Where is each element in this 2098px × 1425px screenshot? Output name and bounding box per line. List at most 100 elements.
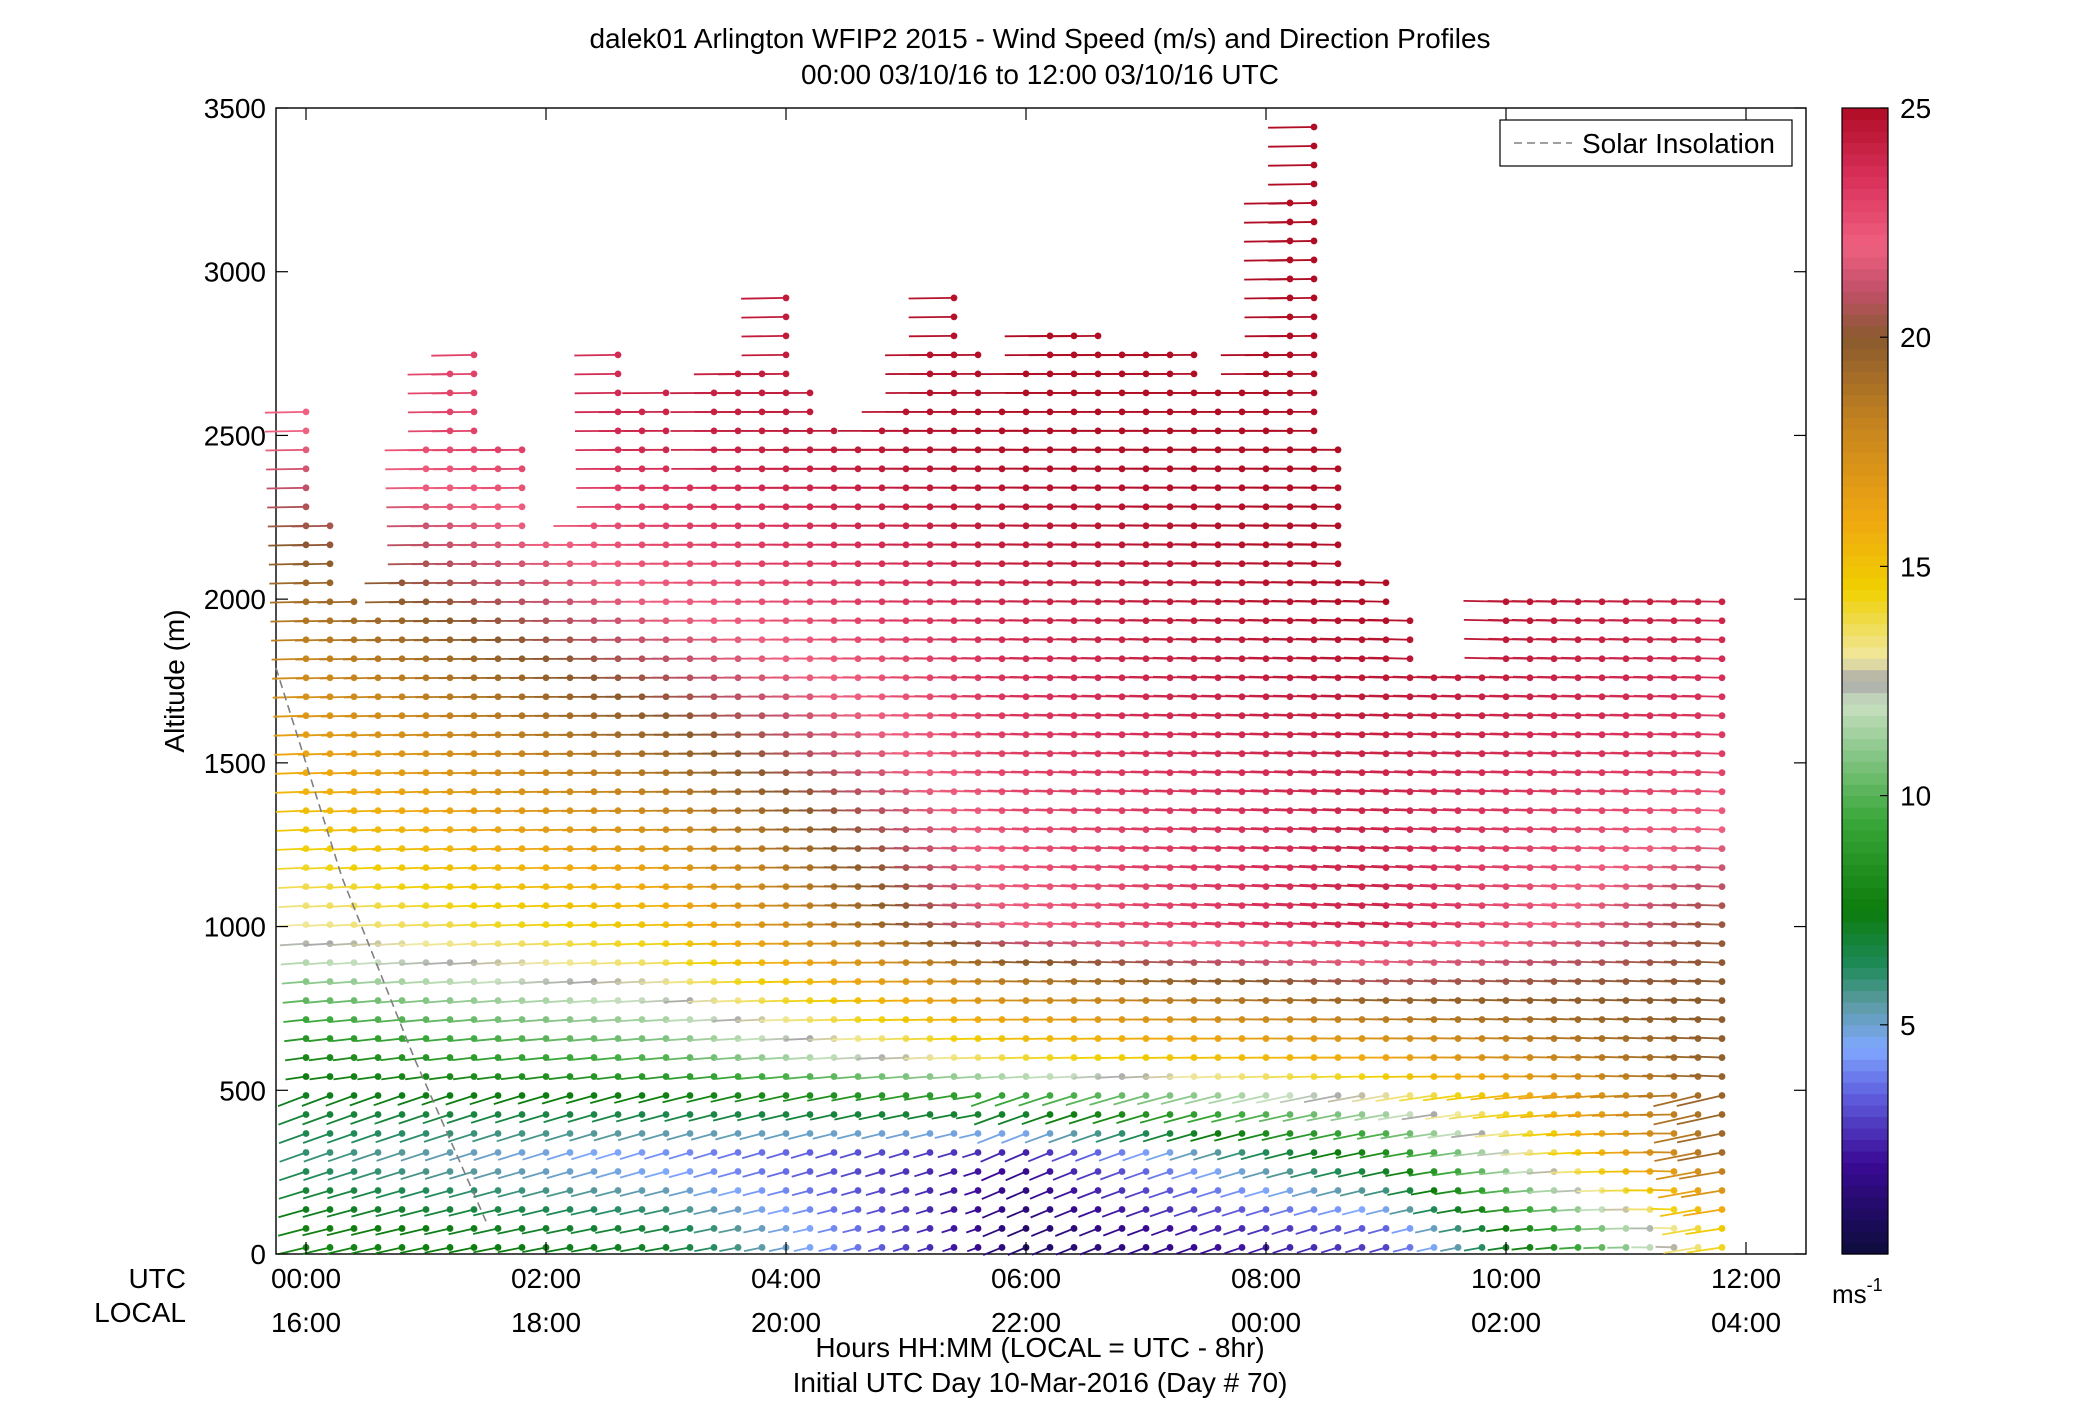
wind-barb-shaft [469, 1094, 499, 1106]
wind-barb-dot [734, 1187, 742, 1194]
wind-barb-dot [1670, 1168, 1678, 1175]
wind-barb-shaft [399, 1132, 427, 1143]
wind-barb-dot [902, 1168, 910, 1175]
wind-barb-shaft [567, 1113, 595, 1123]
wind-barb-shaft [449, 1170, 475, 1180]
wind-barb-shaft [758, 999, 787, 1003]
wind-barb-shaft [836, 1132, 859, 1140]
wind-barb-dot [1070, 1244, 1078, 1251]
wind-barb-shaft [831, 1094, 859, 1102]
wind-barb-dot [350, 1206, 358, 1213]
wind-barb-dot [662, 427, 670, 435]
wind-barb-dot [1382, 845, 1390, 853]
wind-barb-dot [1238, 1149, 1246, 1156]
wind-barb-shaft [788, 1132, 811, 1140]
wind-barb-dot [1382, 1187, 1390, 1194]
wind-barb-dot [782, 1225, 790, 1232]
wind-barb-shaft [1342, 581, 1387, 584]
wind-barb-shaft [472, 980, 499, 985]
wind-barb-shaft [421, 904, 451, 908]
wind-barb-shaft [474, 1018, 499, 1023]
wind-barb-dot [1670, 1187, 1678, 1194]
wind-barb-dot [614, 1092, 622, 1099]
wind-barb-shaft [278, 923, 307, 927]
wind-barb-dot [998, 1206, 1006, 1213]
wind-barb-dot [1358, 1206, 1366, 1213]
wind-barb-dot [1262, 940, 1270, 947]
wind-barb-dot [1334, 826, 1342, 834]
wind-barb-dot [1046, 1149, 1054, 1156]
wind-barb-dot [782, 1206, 790, 1213]
wind-barb-dot [518, 959, 526, 966]
wind-barb-shaft [1046, 1056, 1075, 1060]
wind-barb-dot [662, 1130, 670, 1137]
wind-barb-dot [326, 1225, 334, 1232]
wind-barb-dot [1430, 1225, 1438, 1232]
wind-barb-dot [1070, 1073, 1078, 1080]
wind-barb-shaft [811, 1075, 835, 1080]
wind-barb-shaft [662, 961, 691, 965]
wind-barb-shaft [352, 961, 379, 966]
wind-barb-shaft [400, 1246, 427, 1254]
wind-barb-dot [1430, 1244, 1438, 1251]
wind-barb-shaft [570, 1037, 595, 1042]
wind-barb-shaft [285, 1075, 307, 1081]
wind-barb-dot [1166, 1149, 1174, 1156]
wind-barb-shaft [741, 353, 787, 357]
wind-barb-shaft [1367, 618, 1411, 622]
wind-barb-shaft [785, 1113, 811, 1121]
wind-barb-dot [662, 1187, 670, 1194]
wind-barb-dot [1046, 1244, 1054, 1251]
wind-barb-dot [1190, 1149, 1198, 1156]
wind-barb-shaft [565, 1094, 595, 1105]
wind-barb-dot [830, 1244, 838, 1251]
wind-barb-shaft [1387, 1189, 1411, 1196]
wind-barb-dot [302, 921, 310, 929]
wind-barb-dot [1238, 864, 1246, 872]
wind-barb-shaft [446, 942, 475, 946]
wind-barb-dot [1358, 1111, 1366, 1118]
wind-barb-shaft [741, 1151, 763, 1160]
wind-barb-shaft [541, 923, 571, 927]
wind-barb-dot [638, 1092, 646, 1099]
wind-barb-dot [350, 1073, 358, 1080]
wind-barb-dot [350, 1054, 358, 1061]
wind-barb-dot [1694, 1206, 1702, 1213]
wind-barb-dot [734, 1111, 742, 1118]
wind-barb-dot [1694, 1168, 1702, 1175]
wind-barb-dot [398, 1073, 406, 1080]
wind-barb-dot [758, 1016, 766, 1023]
wind-barb-shaft [1638, 1094, 1675, 1098]
wind-barb-shaft [739, 1075, 763, 1080]
wind-barb-dot [326, 1092, 334, 1099]
wind-barb-dot [518, 465, 526, 473]
wind-barb-shaft [317, 600, 355, 604]
wind-barb-dot [662, 1225, 670, 1232]
wind-barb-dot [902, 1130, 910, 1137]
wind-barb-dot [566, 1111, 574, 1118]
wind-barb-dot [1142, 1092, 1150, 1099]
wind-barb-dot [758, 1244, 766, 1251]
wind-barb-shaft [787, 1075, 811, 1080]
wind-barb-shaft [279, 1170, 307, 1182]
wind-barb-dot [1550, 1168, 1558, 1175]
wind-barb-shaft [1576, 1189, 1603, 1193]
wind-barb-dot [398, 1206, 406, 1213]
wind-barb-dot [1118, 1244, 1126, 1251]
wind-barb-shaft [1290, 1170, 1315, 1179]
wind-barb-shaft [644, 1075, 667, 1080]
wind-barb-shaft [620, 1075, 643, 1080]
wind-barb-shaft [446, 923, 475, 927]
wind-barb-dot [422, 1225, 430, 1232]
wind-barb-shaft [832, 1056, 859, 1060]
wind-barb-shaft [955, 1113, 979, 1120]
wind-barb-shaft [546, 1227, 571, 1235]
wind-barb-dot [1286, 1111, 1294, 1118]
wind-barb-dot [398, 1225, 406, 1232]
wind-barb-dot [302, 1206, 310, 1213]
wind-barb-dot [1094, 1244, 1102, 1251]
wind-barb-dot [422, 1073, 430, 1080]
wind-barb-dot [974, 389, 982, 397]
chart-subtitle: 00:00 03/10/16 to 12:00 03/10/16 UTC [801, 59, 1279, 90]
wind-barb-shaft [308, 1056, 331, 1062]
